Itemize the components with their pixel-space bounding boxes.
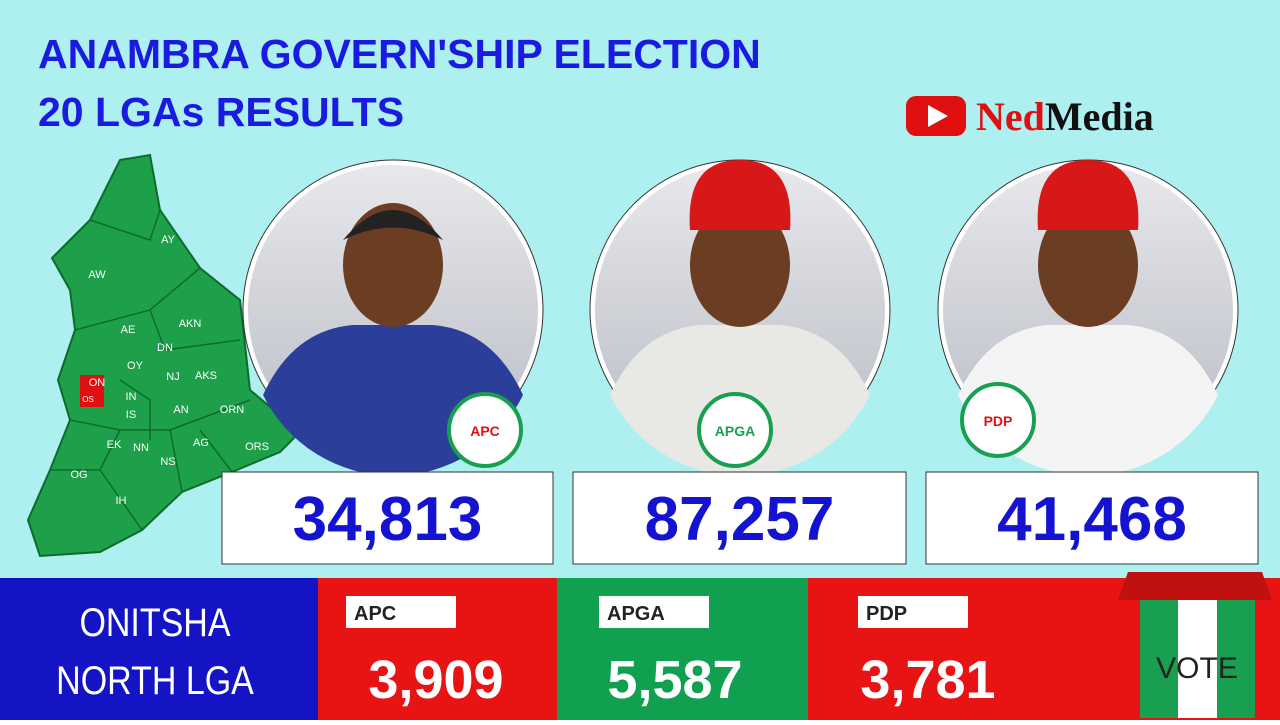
- lga-label: ORN: [220, 404, 245, 416]
- lga-panel: [0, 578, 318, 720]
- total-votes: 34,813: [293, 485, 483, 554]
- flag-stripe: [1140, 600, 1178, 718]
- lga-votes: 3,909: [368, 650, 503, 710]
- brand: NedMedia: [906, 94, 1154, 139]
- photo-hat: [1037, 160, 1139, 230]
- lga-label: OG: [70, 469, 87, 481]
- lga-label: AN: [173, 404, 188, 416]
- lga-borders: [50, 209, 251, 531]
- state-outline: [26, 153, 302, 558]
- party-logo-text: PDP: [984, 413, 1013, 429]
- photo-face: [690, 203, 790, 327]
- highlighted-lga: [80, 375, 104, 407]
- ballot-box: VOTE: [1110, 572, 1280, 720]
- brand-part: Media: [1045, 94, 1154, 139]
- flag-stripe: [1217, 600, 1255, 718]
- lga-label: IH: [116, 495, 127, 507]
- party-logo-text: APGA: [715, 423, 755, 439]
- party-badge: [858, 596, 968, 628]
- title: 20 LGAs RESULTS: [38, 89, 404, 135]
- lga-votes: 5,587: [607, 650, 742, 710]
- lga-label: AKS: [195, 370, 217, 382]
- lga-label: OS: [82, 395, 94, 404]
- lga-label: ORS: [245, 441, 269, 453]
- party-result: PDP 3,781: [808, 578, 1110, 720]
- lga-label: AY: [161, 234, 176, 246]
- lga-votes: 3,781: [860, 650, 995, 710]
- lga-label: IN: [126, 391, 137, 403]
- candidate: APC 34,813: [221, 159, 554, 565]
- brand-name: NedMedia: [976, 94, 1154, 139]
- lga-label: AKN: [179, 318, 202, 330]
- party-logo-text: APC: [470, 423, 500, 439]
- photo-face: [343, 203, 443, 327]
- lga-label: NS: [160, 456, 175, 468]
- lga-label: NJ: [166, 371, 179, 383]
- total-votes: 87,257: [645, 485, 835, 554]
- lga-label: EK: [107, 439, 122, 451]
- candidate: PDP 41,468: [925, 159, 1259, 565]
- map: AY AW AE AKN DN OY NJ AKS ON OS IN IS AN ORN EK NN AG ORS…: [26, 153, 302, 558]
- party-badge: [599, 596, 709, 628]
- lga-label: AG: [193, 437, 209, 449]
- party-logo: [960, 382, 1036, 458]
- party-result: APGA 5,587: [557, 578, 808, 720]
- lga-results: APC 3,909 APGA 5,587 PDP 3,781: [318, 578, 1110, 720]
- lga-name: NORTH LGA: [56, 657, 254, 702]
- title: ANAMBRA GOVERN'SHIP ELECTION: [38, 31, 761, 77]
- box-lid: [1118, 572, 1272, 600]
- photo-hat: [689, 160, 791, 230]
- lga-label: OY: [127, 360, 144, 372]
- lga-label: ON: [89, 377, 106, 389]
- lga-label: AW: [88, 269, 106, 281]
- photo-face: [1038, 203, 1138, 327]
- lga-name: ONITSHA: [79, 599, 230, 644]
- candidate: APGA 87,257: [572, 159, 907, 565]
- lga-bar: ONITSHA NORTH LGA: [0, 578, 318, 720]
- party-name: APC: [354, 603, 396, 625]
- play-triangle: [928, 105, 948, 127]
- ballot-label: VOTE: [1156, 652, 1238, 685]
- brand-part: Ned: [976, 94, 1045, 139]
- lga-label: NN: [133, 442, 149, 454]
- party-result: APC 3,909: [318, 578, 557, 720]
- party-name: APGA: [607, 603, 665, 625]
- total-box: [572, 471, 907, 565]
- lga-label: IS: [126, 409, 136, 421]
- party-badge: [346, 596, 456, 628]
- party-logo: [697, 392, 773, 468]
- party-logo: [447, 392, 523, 468]
- lga-label: DN: [157, 342, 173, 354]
- photo-hair: [343, 210, 443, 240]
- lga-label: AE: [121, 324, 136, 336]
- party-name: PDP: [866, 603, 907, 625]
- candidates: APC 34,813 APGA 87,257 PDP 41,468: [221, 159, 1259, 565]
- total-votes: 41,468: [997, 485, 1187, 554]
- total-box: [925, 471, 1259, 565]
- total-box: [221, 471, 554, 565]
